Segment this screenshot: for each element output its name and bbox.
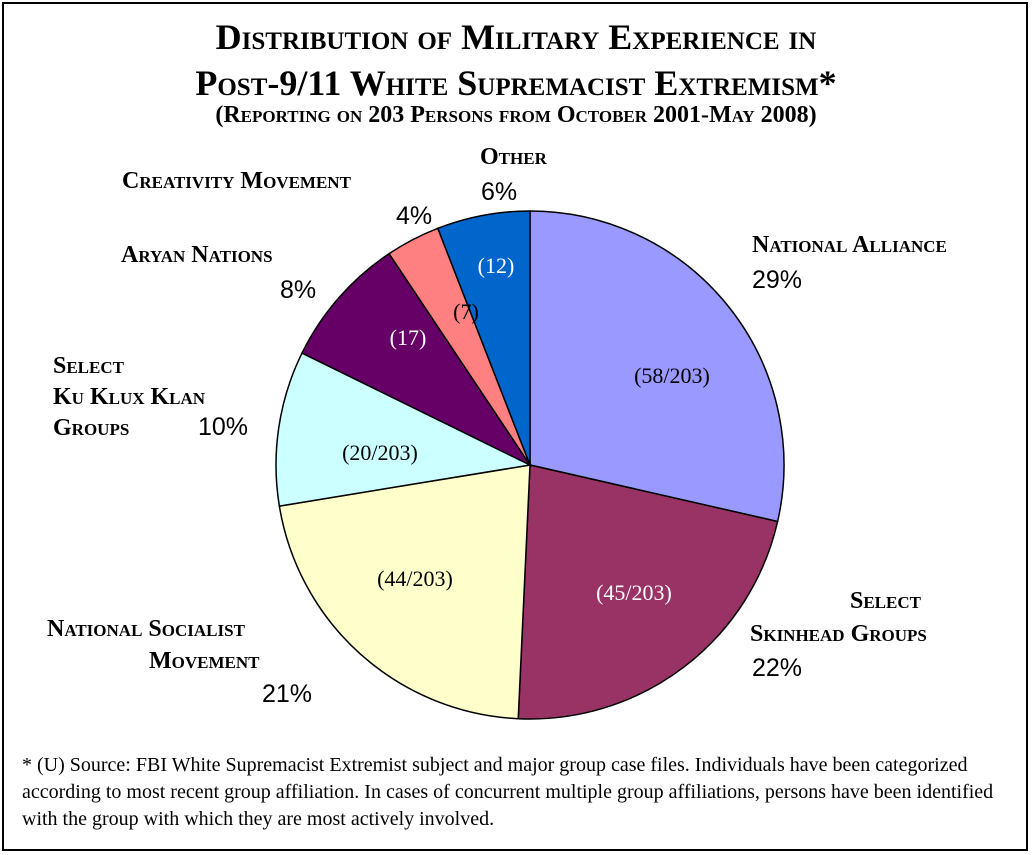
slice-name-label-other: Other: [480, 144, 548, 170]
slice-count-label-national-alliance: (58/203): [634, 363, 710, 388]
slice-count-label-national-socialist-movement: (44/203): [377, 566, 453, 591]
slice-name-label-national-socialist-movement: National Socialist Movement: [47, 616, 260, 674]
pie-slice-national-socialist-movement: [278, 464, 531, 720]
pie-slice-select-skinhead-groups: [517, 464, 779, 720]
slice-name-label-creativity-movement: Creativity Movement: [122, 168, 352, 194]
slice-name-label-aryan-nations: Aryan Nations: [121, 242, 273, 268]
slice-percent-label-other: 6%: [481, 178, 517, 206]
footnote: * (U) Source: FBI White Supremacist Extr…: [22, 754, 994, 830]
slice-percent-label-creativity-movement: 4%: [396, 202, 432, 230]
slice-count-label-select-skinhead-groups: (45/203): [596, 580, 672, 605]
slice-percent-label-aryan-nations: 8%: [280, 276, 316, 304]
chart-subtitle: (Reporting on 203 Persons from October 2…: [215, 102, 817, 128]
pie-slice-select-ku-klux-klan-groups: [275, 352, 533, 507]
chart-title-line-1: Distribution of Military Experience in: [215, 17, 817, 57]
slice-name-label-select-skinhead-groups: Select Skinhead Groups: [750, 588, 927, 647]
slice-percent-label-select-ku-klux-klan-groups: 10%: [198, 413, 248, 441]
slice-count-label-creativity-movement: (7): [453, 299, 479, 324]
slice-percent-label-national-socialist-movement: 21%: [262, 680, 312, 708]
slice-count-label-select-ku-klux-klan-groups: (20/203): [342, 440, 418, 465]
slice-percent-label-national-alliance: 29%: [752, 266, 802, 294]
slice-name-label-national-alliance: National Alliance: [752, 232, 947, 258]
slice-percent-label-select-skinhead-groups: 22%: [752, 654, 802, 682]
slice-count-label-aryan-nations: (17): [390, 325, 427, 350]
pie-slice-national-alliance: [529, 210, 785, 523]
slice-name-label-select-ku-klux-klan-groups: Select Ku Klux Klan Groups: [53, 353, 206, 441]
chart-title-line-2: Post-9/11 White Supremacist Extremism*: [195, 63, 837, 103]
pie-slice-aryan-nations: [301, 252, 533, 467]
slice-count-label-other: (12): [478, 253, 515, 278]
pie-slice-other: [436, 210, 531, 466]
